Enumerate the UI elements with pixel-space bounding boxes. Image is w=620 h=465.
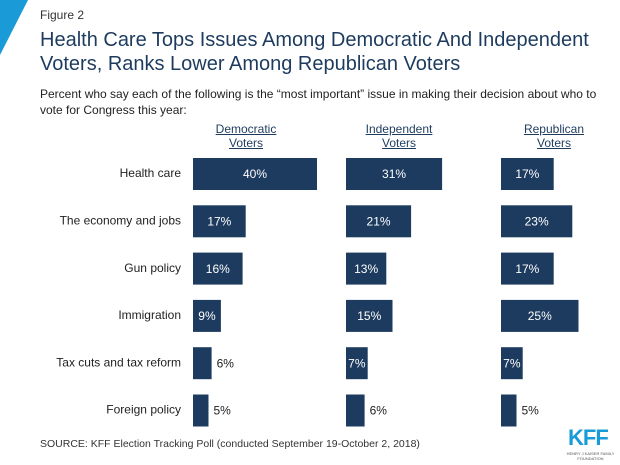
category-label: Tax cuts and tax reform [56, 355, 181, 369]
value-label: 6% [217, 356, 235, 370]
bar [346, 299, 393, 332]
bar [193, 299, 221, 332]
series-header: Republican Voters [523, 122, 585, 150]
bar [193, 252, 243, 285]
value-label: 31% [382, 167, 406, 181]
bar [346, 347, 368, 380]
bar [501, 394, 517, 427]
value-label: 6% [370, 404, 388, 418]
value-label: 7% [503, 356, 521, 370]
subtitle: Percent who say each of the following is… [40, 87, 597, 117]
series-header: Independent Voters [365, 122, 433, 150]
value-label: 13% [354, 262, 378, 276]
category-label: Health care [120, 166, 182, 180]
value-label: 21% [367, 214, 391, 228]
bar [346, 205, 412, 238]
value-label: 15% [357, 309, 381, 323]
value-label: 16% [206, 262, 230, 276]
bar [193, 347, 212, 380]
series-header: Democratic Voters [215, 122, 277, 150]
value-label: 17% [515, 167, 539, 181]
category-label: Immigration [118, 308, 181, 322]
figure-label: Figure 2 [40, 8, 85, 22]
value-label: 40% [243, 167, 267, 181]
value-label: 5% [522, 404, 540, 418]
bar [193, 158, 317, 190]
value-label: 17% [207, 214, 231, 228]
value-label: 25% [528, 309, 552, 323]
category-label: Foreign policy [106, 403, 181, 417]
bar [501, 205, 573, 238]
title: Health Care Tops Issues Among Democratic… [40, 29, 589, 75]
bar [346, 394, 365, 427]
bar [501, 347, 523, 380]
source: SOURCE: KFF Election Tracking Poll (cond… [40, 438, 420, 450]
category-label: The economy and jobs [60, 213, 181, 227]
corner-triangle [0, 0, 28, 55]
value-label: 17% [515, 262, 539, 276]
bar [193, 394, 209, 427]
bar [501, 252, 554, 285]
logo-tagline: HENRY J KAISER FAMILY FOUNDATION [566, 451, 615, 461]
bar [193, 205, 246, 238]
bar [501, 158, 554, 190]
bar [501, 299, 579, 332]
value-label: 9% [198, 309, 216, 323]
value-label: 5% [214, 404, 232, 418]
bar [346, 158, 443, 190]
value-label: 7% [348, 356, 366, 370]
logo: KFF [568, 425, 609, 450]
value-label: 23% [525, 214, 549, 228]
bar [346, 252, 387, 285]
category-label: Gun policy [124, 261, 181, 275]
